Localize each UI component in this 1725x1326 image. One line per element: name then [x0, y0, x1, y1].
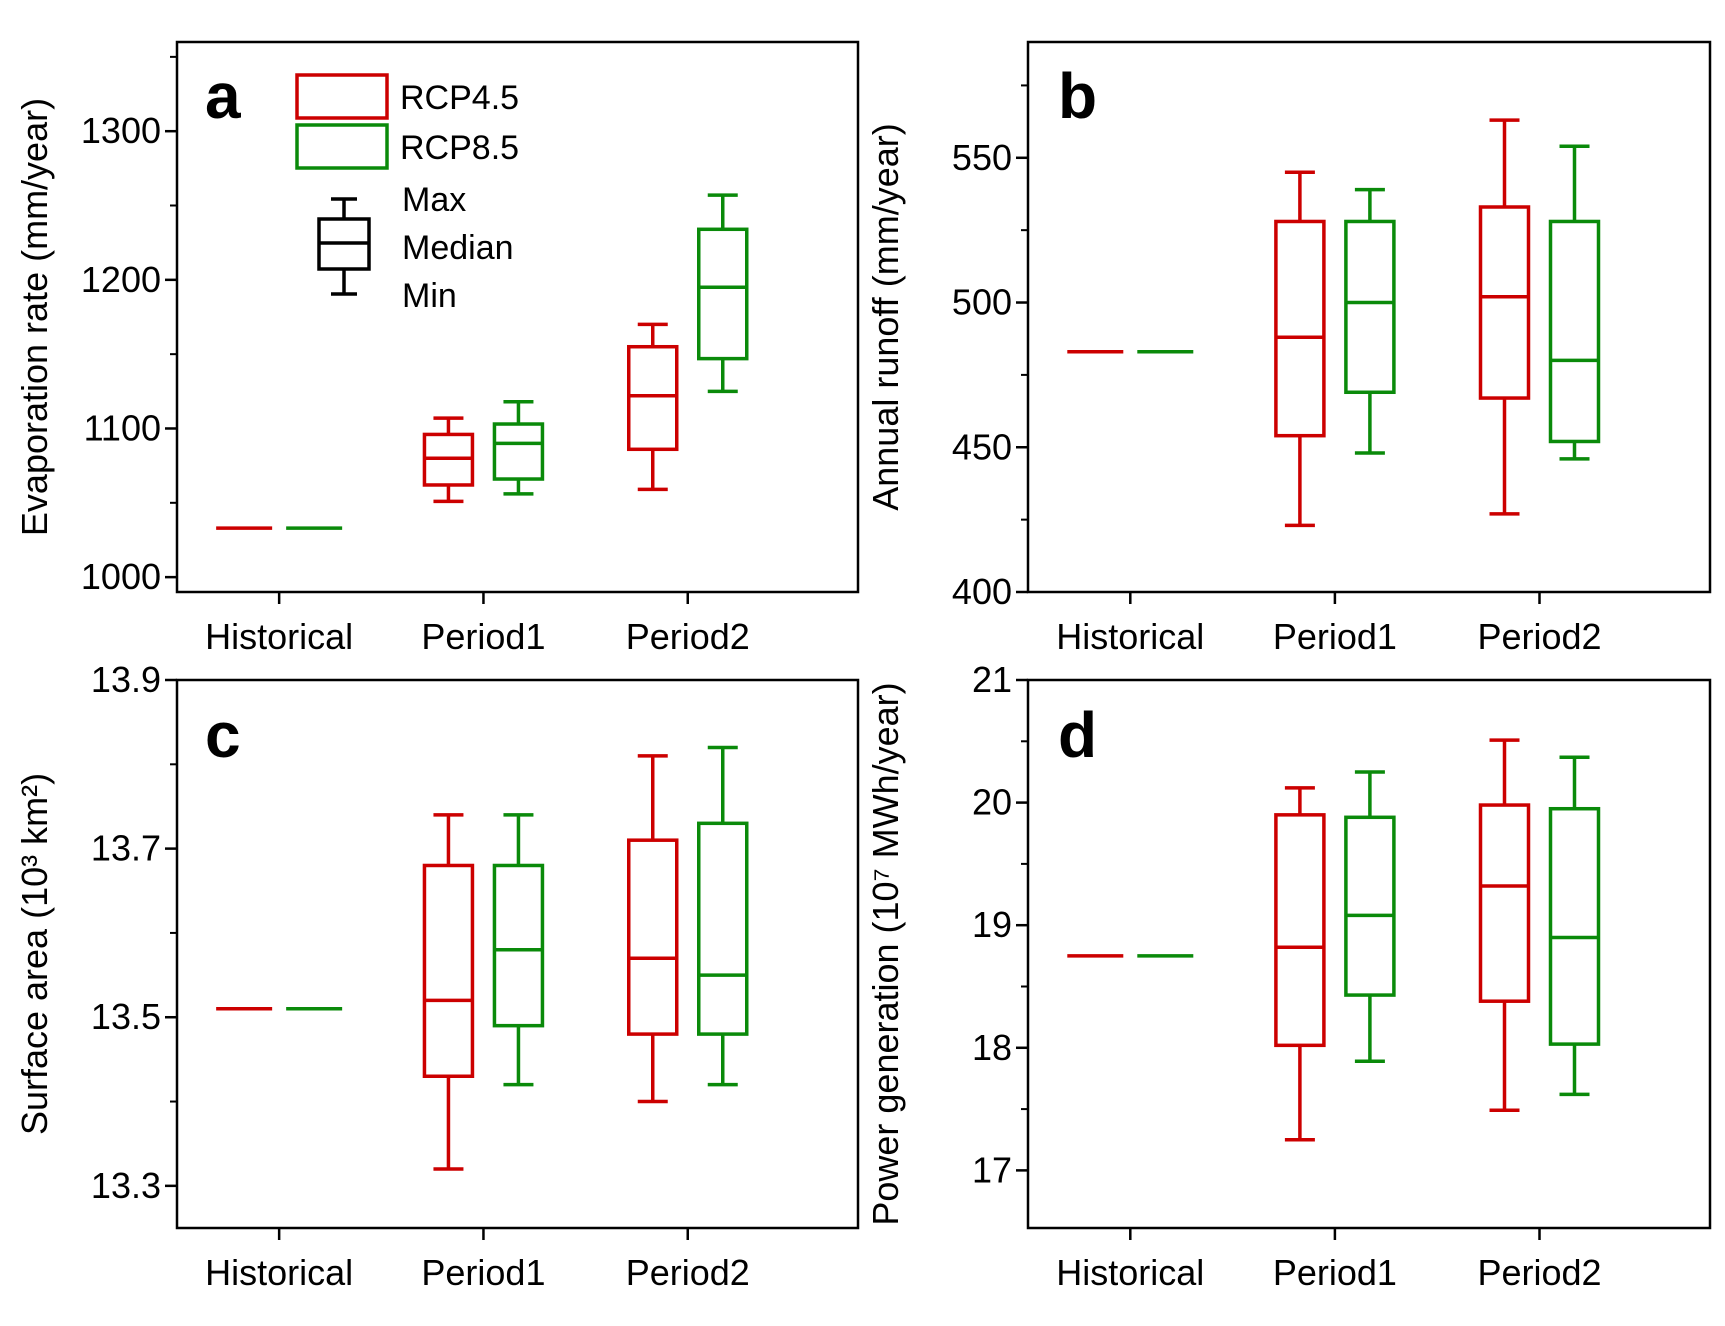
iqr-box [1478, 205, 1531, 400]
box-period2-rcp85 [1548, 144, 1601, 461]
box-period1-rcp85 [492, 399, 545, 496]
legend-swatch-rcp45 [295, 73, 389, 120]
y-tick-label: 1300 [81, 110, 161, 151]
panel-letter: d [1058, 699, 1097, 771]
iqr-box [1344, 815, 1396, 997]
box-period2-rcp45 [1478, 118, 1531, 516]
iqr-box [1548, 806, 1601, 1046]
legend: RCP4.5 RCP8.5 Max Median Min [295, 73, 519, 315]
y-tick-label: 13.7 [91, 828, 161, 869]
y-tick-label: 1000 [81, 556, 161, 597]
x-tick-label: Historical [205, 1252, 353, 1293]
legend-label-rcp45: RCP4.5 [400, 79, 519, 117]
x-tick-label: Historical [1056, 1252, 1204, 1293]
panel-letter: c [205, 699, 241, 771]
panel-b: 400 450 500 550 Historical Period1 Period2 Annu… [865, 40, 1712, 657]
x-tick-label: Period1 [421, 616, 545, 657]
y-tick-label: 500 [952, 282, 1012, 323]
y-tick-label: 21 [972, 659, 1012, 700]
y-tick-label: 19 [972, 904, 1012, 945]
x-tick-label: Historical [1056, 616, 1204, 657]
y-tick-label: 13.3 [91, 1165, 161, 1206]
iqr-box [697, 821, 749, 1036]
box-period1-rcp45 [1274, 786, 1326, 1142]
box-period1-rcp85 [1344, 770, 1396, 1064]
x-tick-label: Period1 [1273, 1252, 1397, 1293]
box-period2-rcp45 [1478, 738, 1531, 1113]
y-tick-label: 400 [952, 571, 1012, 612]
legend-label-rcp85: RCP8.5 [400, 129, 519, 167]
box-period1-rcp45 [422, 416, 475, 504]
iqr-box [697, 227, 749, 361]
plot-frame [175, 678, 860, 1230]
box-period1-rcp45 [1274, 170, 1326, 528]
iqr-box [422, 863, 475, 1078]
legend-min-label: Min [402, 277, 457, 315]
legend-box-key [317, 197, 371, 296]
x-tick-label: Historical [205, 616, 353, 657]
box-period2-rcp85 [697, 193, 749, 394]
x-tick-label: Period1 [421, 1252, 545, 1293]
iqr-box [1548, 219, 1601, 444]
iqr-box [627, 344, 679, 452]
box-period1-rcp45 [422, 813, 475, 1171]
x-tick-label: Period2 [1477, 1252, 1601, 1293]
x-tick-label: Period2 [626, 1252, 750, 1293]
y-tick-label: 1100 [84, 407, 161, 448]
box-period2-rcp45 [627, 322, 679, 492]
y-tick-label: 13.5 [91, 996, 161, 1037]
box-period2-rcp45 [627, 754, 679, 1104]
y-axis-title: Annual runoff (mm/year) [865, 123, 906, 511]
y-tick-label: 1200 [81, 259, 161, 300]
iqr-box [1274, 219, 1326, 438]
y-tick-label: 20 [972, 782, 1012, 823]
plot-frame [1026, 678, 1712, 1230]
panel-d: 17 18 19 20 21 Historical Period1 Period2 Power … [865, 659, 1712, 1293]
box-period1-rcp85 [492, 813, 545, 1087]
y-tick-label: 13.9 [91, 659, 161, 700]
legend-median-label: Median [402, 229, 514, 267]
iqr-box [627, 838, 679, 1036]
y-tick-label: 550 [952, 137, 1012, 178]
y-axis-title: Power generation (10⁷ MWh/year) [865, 682, 906, 1225]
y-axis-title: Surface area (10³ km²) [14, 773, 55, 1135]
panel-letter: b [1058, 60, 1097, 132]
iqr-box [1274, 813, 1326, 1048]
box-period2-rcp85 [1548, 755, 1601, 1097]
box-period2-rcp85 [697, 745, 749, 1087]
x-tick-label: Period2 [1477, 616, 1601, 657]
legend-swatch-rcp85 [295, 123, 389, 170]
y-tick-label: 450 [952, 426, 1012, 467]
legend-max-label: Max [402, 181, 466, 219]
x-tick-label: Period1 [1273, 616, 1397, 657]
iqr-box [492, 422, 545, 481]
panel-a: 1000 1100 1200 1300 Historical Period1 Period2… [14, 40, 860, 657]
iqr-box [1344, 219, 1396, 395]
iqr-box [492, 863, 545, 1028]
box-period1-rcp85 [1344, 187, 1396, 455]
y-tick-label: 17 [972, 1149, 1012, 1190]
plot-frame [175, 40, 860, 594]
y-axis-title: Evaporation rate (mm/year) [14, 98, 55, 536]
panel-c: 13.3 13.5 13.7 13.9 Historical Period1 Period2… [14, 659, 860, 1293]
panel-letter: a [205, 60, 241, 132]
y-tick-label: 18 [972, 1027, 1012, 1068]
iqr-box [1478, 803, 1531, 1003]
x-tick-label: Period2 [626, 616, 750, 657]
plot-frame [1026, 40, 1712, 594]
